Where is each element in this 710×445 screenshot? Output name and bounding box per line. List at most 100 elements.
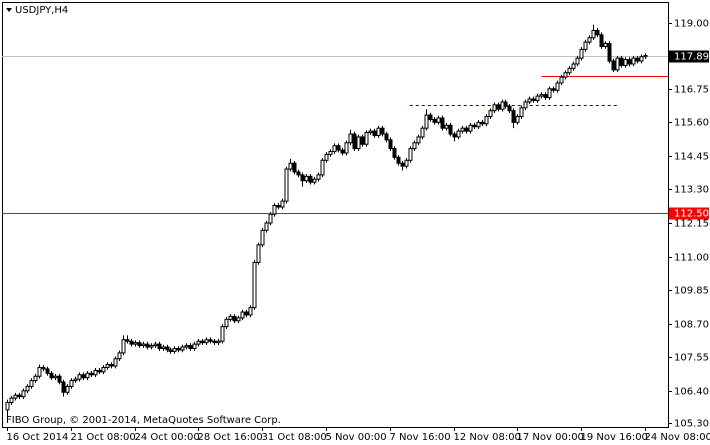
candle-body bbox=[484, 116, 489, 125]
candle-body bbox=[531, 98, 536, 101]
candle-body bbox=[332, 145, 337, 153]
candle-body bbox=[192, 343, 197, 350]
candle-body bbox=[507, 105, 512, 112]
candle-body bbox=[527, 98, 532, 103]
footer: FIBO Group, © 2001-2014, MetaQuotes Soft… bbox=[6, 415, 281, 426]
candle-body bbox=[328, 151, 333, 155]
candle-body bbox=[77, 374, 82, 380]
candle-body bbox=[344, 142, 349, 154]
candle-body bbox=[460, 127, 465, 132]
y-tick-label: 107.55 bbox=[674, 353, 709, 364]
candle-body bbox=[515, 116, 520, 123]
candle-body bbox=[137, 342, 142, 347]
candle-body bbox=[228, 315, 233, 320]
candle-body bbox=[93, 369, 98, 376]
candle-body bbox=[216, 340, 221, 344]
symbol-menu-icon[interactable] bbox=[6, 8, 12, 12]
candle-body bbox=[587, 37, 592, 43]
candle-body bbox=[340, 149, 345, 154]
candle-body bbox=[172, 348, 177, 352]
candle-body bbox=[571, 63, 576, 69]
candle-body bbox=[113, 358, 118, 367]
candle-body bbox=[29, 380, 34, 387]
x-tick-label: 16 Oct 2014 bbox=[7, 432, 69, 443]
y-tick-label: 115.60 bbox=[674, 118, 709, 129]
candle-body bbox=[145, 343, 150, 348]
candle-body bbox=[65, 385, 70, 393]
candle-body bbox=[268, 213, 273, 224]
x-tick-label: 21 Oct 08:00 bbox=[71, 432, 136, 443]
candle-body bbox=[161, 346, 166, 350]
candle-body bbox=[595, 29, 600, 36]
x-tick-label: 24 Oct 00:00 bbox=[135, 432, 200, 443]
candle-body bbox=[320, 159, 325, 176]
y-tick-label: 119.00 bbox=[674, 19, 709, 30]
candle-body bbox=[404, 159, 409, 167]
candle-body bbox=[224, 318, 229, 328]
candle-body bbox=[13, 394, 18, 399]
candle-body bbox=[547, 88, 552, 99]
candle-body bbox=[157, 343, 162, 350]
candle-body bbox=[555, 82, 560, 91]
candle-body bbox=[559, 76, 564, 84]
candle-body bbox=[416, 136, 421, 144]
candle-body bbox=[336, 145, 341, 151]
candle-body bbox=[296, 171, 301, 176]
candle-body bbox=[105, 364, 110, 368]
x-tick-label: 17 Nov 00:00 bbox=[517, 432, 584, 443]
candle-body bbox=[408, 148, 413, 161]
candle-body bbox=[292, 162, 297, 173]
candle-body bbox=[208, 339, 213, 342]
candle-body bbox=[168, 349, 173, 352]
y-tick-label: 116.75 bbox=[674, 85, 709, 96]
candle-body bbox=[180, 346, 185, 351]
candle-body bbox=[575, 57, 580, 65]
candle-body bbox=[33, 375, 38, 382]
candle-body bbox=[440, 117, 445, 129]
candle-body bbox=[125, 339, 130, 342]
candle-body bbox=[57, 375, 62, 383]
candle-body bbox=[260, 229, 265, 246]
chart-title: USDJPY,H4 bbox=[15, 5, 68, 16]
candle-body bbox=[635, 57, 640, 62]
candle-body bbox=[380, 127, 385, 135]
candle-body bbox=[176, 348, 181, 351]
candle-body bbox=[165, 346, 170, 351]
candle-body bbox=[488, 110, 493, 118]
candle-body bbox=[25, 385, 30, 392]
candle-body bbox=[129, 340, 134, 345]
candle-body bbox=[184, 345, 189, 348]
x-tick-label: 19 Nov 16:00 bbox=[581, 432, 648, 443]
candle-body bbox=[400, 162, 405, 167]
candle-body bbox=[272, 205, 277, 215]
candle-body bbox=[360, 136, 365, 145]
candle-body bbox=[17, 394, 22, 398]
candle-body bbox=[248, 307, 253, 316]
candle-body bbox=[599, 34, 604, 47]
candle-body bbox=[240, 311, 245, 319]
candle-body bbox=[153, 343, 158, 347]
candle-body bbox=[388, 139, 393, 150]
candle-body bbox=[324, 153, 329, 161]
candle-body bbox=[85, 372, 90, 379]
y-tick-label: 109.85 bbox=[674, 286, 709, 297]
y-tick-label: 114.45 bbox=[674, 152, 709, 163]
candle-body bbox=[428, 114, 433, 120]
candle-body bbox=[615, 57, 620, 71]
candle-body bbox=[188, 345, 193, 350]
candle-body bbox=[89, 372, 94, 376]
candle-body bbox=[256, 244, 261, 263]
candle-body bbox=[244, 311, 249, 316]
price-label-box bbox=[669, 207, 709, 220]
candle-body bbox=[583, 41, 588, 50]
candle-body bbox=[503, 101, 508, 107]
candle-body bbox=[9, 397, 14, 403]
candle-body bbox=[472, 124, 477, 128]
candle-body bbox=[5, 401, 10, 411]
x-tick-label: 7 Nov 16:00 bbox=[390, 432, 451, 443]
candle-body bbox=[619, 57, 624, 66]
candle-body bbox=[196, 340, 201, 345]
candle-body bbox=[551, 88, 556, 91]
candle-body bbox=[276, 205, 281, 208]
